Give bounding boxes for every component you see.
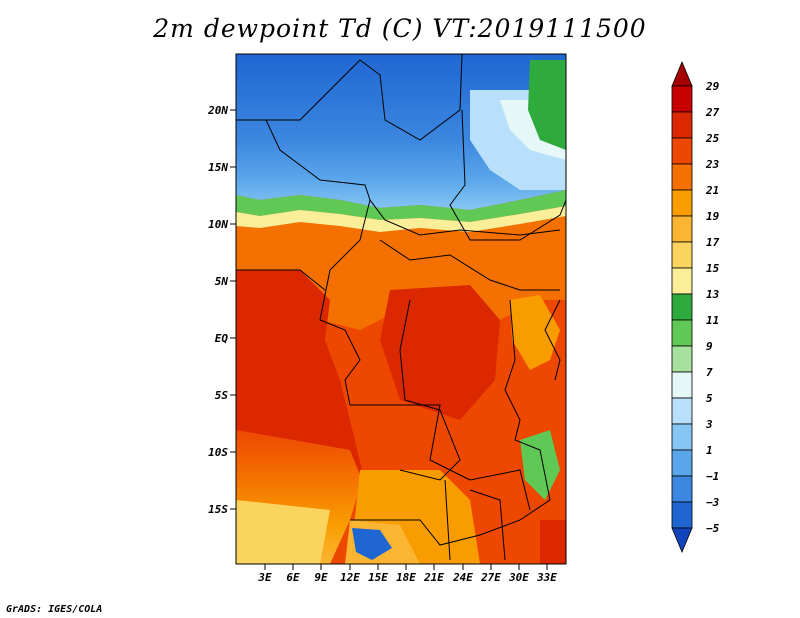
colorbar-label: −5	[706, 522, 720, 535]
colorbar-swatch	[671, 319, 693, 347]
colorbar-swatch	[671, 423, 693, 451]
colorbar-swatch	[671, 371, 693, 399]
grads-credit: GrADS: IGES/COLA	[6, 604, 103, 615]
lat-label: 15S	[208, 503, 228, 516]
colorbar-swatch	[671, 397, 693, 425]
colorbar	[671, 60, 693, 554]
colorbar-label: 17	[706, 236, 720, 249]
colorbar-label: 15	[706, 262, 720, 275]
colorbar-swatch	[671, 163, 693, 191]
colorbar-label: 13	[706, 288, 720, 301]
colorbar-label: 19	[706, 210, 720, 223]
colorbar-label: 29	[705, 80, 720, 93]
lon-label: 6E	[286, 571, 300, 584]
colorbar-label: 7	[706, 366, 713, 379]
colorbar-label: 21	[705, 184, 719, 197]
country-borders	[236, 54, 566, 561]
lon-label: 33E	[536, 571, 557, 584]
colorbar-swatch	[671, 189, 693, 217]
lat-label: EQ	[215, 332, 229, 345]
lon-label: 9E	[314, 571, 328, 584]
colorbar-top-arrow	[671, 60, 693, 87]
lat-label: 20N	[207, 104, 228, 117]
colorbar-swatch	[671, 215, 693, 243]
colorbar-swatch	[671, 111, 693, 139]
colorbar-label: 5	[706, 392, 713, 405]
colorbar-swatch	[671, 85, 693, 113]
colorbar-label: 1	[706, 444, 713, 457]
colorbar-label: 9	[706, 340, 713, 353]
colorbar-swatch	[671, 475, 693, 503]
lat-label: 10N	[208, 218, 228, 231]
colorbar-label: 11	[706, 314, 719, 327]
colorbar-swatch	[671, 345, 693, 373]
colorbar-labels: 29 27 25 23 21 19 17 15 13 11 9 7 5 3 1 −1 −3 −5	[705, 80, 720, 535]
map-frame	[235, 53, 567, 565]
dewpoint-field	[236, 54, 566, 564]
colorbar-swatch	[671, 449, 693, 477]
map-title: 2m dewpoint Td (C) VT:2019111500	[153, 14, 647, 43]
lat-label: 5N	[215, 275, 229, 288]
colorbar-swatch	[671, 137, 693, 165]
lon-label: 24E	[452, 571, 473, 584]
colorbar-label: 23	[705, 158, 720, 171]
lon-label: 21E	[423, 571, 444, 584]
colorbar-swatch	[671, 501, 693, 529]
lon-label: 18E	[396, 571, 416, 584]
colorbar-swatch	[671, 293, 693, 321]
lon-label: 3E	[257, 571, 272, 584]
colorbar-label: 3	[705, 418, 713, 431]
lon-label: 12E	[340, 571, 360, 584]
colorbar-swatch	[671, 267, 693, 295]
lon-label: 15E	[368, 571, 388, 584]
colorbar-bottom-arrow	[671, 527, 693, 554]
colorbar-swatch	[671, 241, 693, 269]
colorbar-label: 27	[705, 106, 720, 119]
colorbar-label: −1	[706, 470, 719, 483]
lat-label: 5S	[215, 389, 229, 402]
longitude-axis: 3E 6E 9E 12E 15E 18E 21E 24E 27E 30E 33E	[257, 564, 557, 584]
lon-label: 27E	[480, 571, 501, 584]
lon-label: 30E	[508, 571, 529, 584]
colorbar-label: −3	[706, 496, 720, 509]
latitude-axis: 20N 15N 10N 5N EQ 5S 10S 15S	[207, 104, 236, 516]
colorbar-label: 25	[705, 132, 720, 145]
lat-label: 15N	[208, 161, 228, 174]
lat-label: 10S	[208, 446, 228, 459]
